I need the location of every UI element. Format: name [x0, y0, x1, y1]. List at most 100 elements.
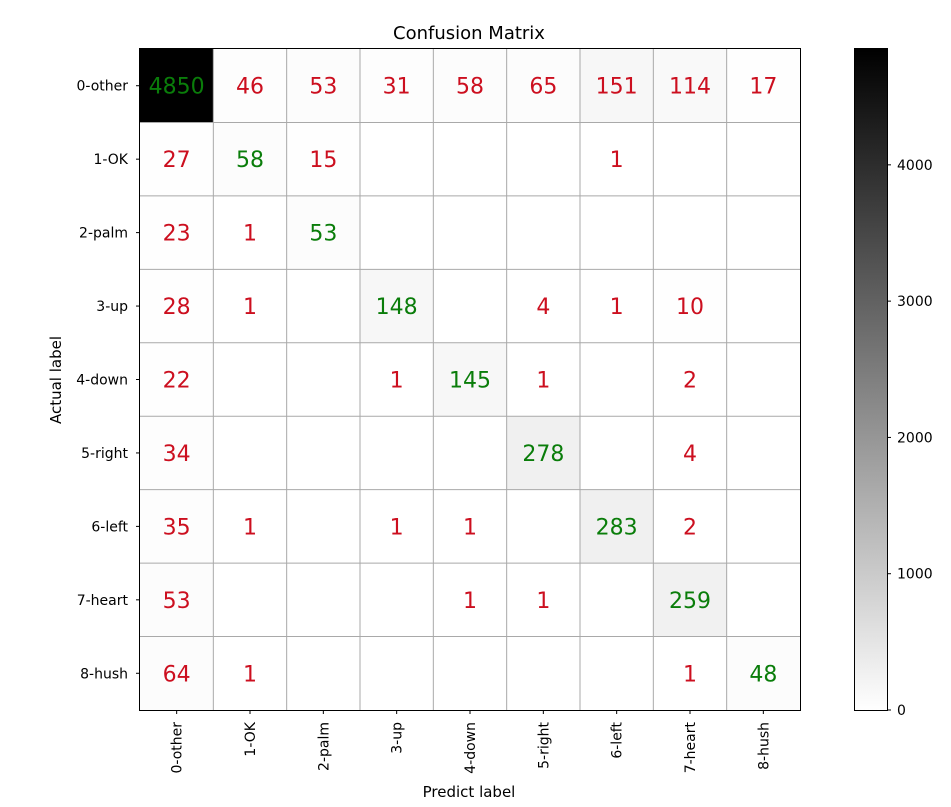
cell-value-label: 148 [376, 295, 418, 320]
heatmap-cell [433, 489, 508, 564]
heatmap-cell [286, 416, 361, 491]
x-tick-label: 7-heart [683, 722, 699, 774]
y-tick-label: 4-down [76, 373, 128, 389]
heatmap-cell [140, 49, 214, 123]
y-tick-label: 2-palm [79, 226, 128, 242]
cell-value-label: 2 [683, 369, 697, 394]
heatmap-cell [213, 342, 288, 417]
x-tick-label: 0-other [170, 722, 186, 774]
heatmap-cell [506, 342, 581, 417]
heatmap-cell [506, 489, 581, 564]
cell-value-label: 48 [749, 662, 777, 687]
cell-value-label: 34 [163, 442, 191, 467]
cell-value-label: 65 [529, 75, 557, 100]
heatmap-cell [213, 489, 288, 564]
heatmap-cell [433, 49, 508, 123]
heatmap-cell [580, 49, 654, 123]
heatmap-cell [726, 489, 801, 564]
x-tick-label: 3-up [390, 722, 406, 754]
heatmap-cell [653, 416, 728, 491]
heatmap-cell [433, 195, 508, 270]
heatmap-cell [140, 636, 214, 711]
y-tick-label: 1-OK [93, 152, 128, 168]
heatmap-cell [580, 269, 654, 344]
heatmap-cell [653, 49, 728, 123]
heatmap-cell [140, 342, 214, 417]
heatmap-cell [360, 269, 434, 344]
heatmap-cell [213, 269, 288, 344]
heatmap-cell [286, 269, 361, 344]
heatmap-cell [653, 195, 728, 270]
cell-value-label: 259 [669, 589, 711, 614]
heatmap-cell [580, 489, 654, 564]
heatmap-cell [360, 49, 434, 123]
cell-value-label: 53 [309, 75, 337, 100]
cell-value-label: 1 [243, 662, 257, 687]
heatmap-cell [506, 416, 581, 491]
cell-value-label: 1 [610, 148, 624, 173]
heatmap-cell [433, 416, 508, 491]
heatmap-cell [653, 489, 728, 564]
cell-value-label: 46 [236, 75, 264, 100]
heatmap-cell [726, 416, 801, 491]
heatmap-cell [726, 195, 801, 270]
heatmap-cell [580, 563, 654, 638]
chart-title: Confusion Matrix [393, 23, 545, 44]
heatmap-cell [140, 269, 214, 344]
cell-value-label: 23 [163, 222, 191, 247]
heatmap-cell [506, 49, 581, 123]
cell-value-label: 10 [676, 295, 704, 320]
heatmap-cell [213, 416, 288, 491]
x-axis-ticks: 0-other 1-OK 2-palm 3-up 4-down 5-right 6-left… [170, 710, 772, 774]
heatmap-cell [360, 342, 434, 417]
heatmap-cell [360, 489, 434, 564]
cell-value-label: 58 [236, 148, 264, 173]
heatmap-cell [726, 563, 801, 638]
cell-value-label: 35 [163, 515, 191, 540]
heatmap-cell [726, 122, 801, 197]
colorbar-tick-label: 0 [897, 703, 906, 719]
plot-frame [139, 48, 801, 711]
y-axis-ticks: 0-other 1-OK 2-palm 3-up 4-down 5-right 6-left… [76, 79, 140, 682]
heatmap-cell [506, 122, 581, 197]
heatmap-cell [360, 416, 434, 491]
heatmap-cell [360, 122, 434, 197]
heatmap-cell [286, 342, 361, 417]
heatmap-cell [286, 489, 361, 564]
cell-value-label: 1 [463, 515, 477, 540]
cell-value-label: 1 [463, 589, 477, 614]
cell-value-label: 17 [749, 75, 777, 100]
heatmap-cell [286, 636, 361, 711]
cell-value-label: 1 [683, 662, 697, 687]
heatmap-cell [140, 195, 214, 270]
cell-value-label: 4 [683, 442, 697, 467]
x-tick-label: 4-down [463, 722, 479, 774]
cell-value-label: 1 [390, 515, 404, 540]
cell-value-label: 278 [522, 442, 564, 467]
heatmap-cell [433, 342, 508, 417]
cell-value-label: 1 [243, 295, 257, 320]
heatmap-cell [726, 49, 801, 123]
colorbar-ticks: 0 1000 2000 3000 4000 [887, 158, 933, 719]
heatmap-cell [286, 563, 361, 638]
cell-value-label: 1 [536, 369, 550, 394]
heatmap-cell [506, 563, 581, 638]
cell-value-label: 1 [390, 369, 404, 394]
cell-value-label: 27 [163, 148, 191, 173]
cell-value-label: 28 [163, 295, 191, 320]
cell-value-label: 4 [536, 295, 550, 320]
heatmap-cell [506, 195, 581, 270]
cell-value-label: 1 [536, 589, 550, 614]
heatmap-cell [580, 342, 654, 417]
heatmap-cell [140, 122, 214, 197]
y-tick-label: 3-up [96, 299, 128, 315]
x-tick-label: 2-palm [316, 722, 332, 771]
cell-value-label: 114 [669, 75, 711, 100]
heatmap-cell [140, 489, 214, 564]
heatmap-cell [360, 195, 434, 270]
heatmap-cell [580, 636, 654, 711]
heatmap-cell [653, 122, 728, 197]
heatmap-cell [360, 636, 434, 711]
